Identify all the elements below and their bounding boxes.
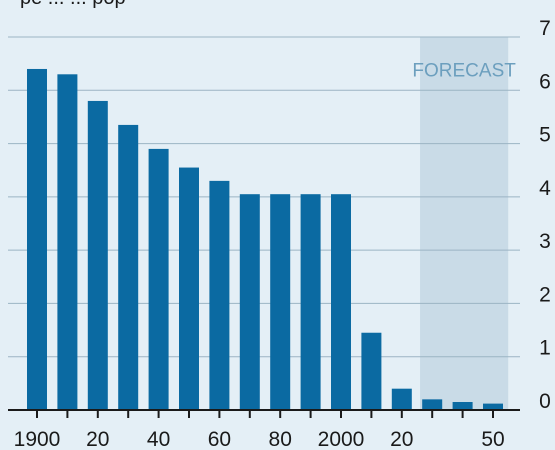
y-tick-label-3: 3: [539, 230, 551, 253]
bar-1940: [148, 148, 169, 410]
bar-2020: [391, 388, 412, 410]
bars: [27, 68, 503, 411]
bar-1900: [27, 68, 47, 410]
bar-1920: [87, 100, 108, 410]
x-tick-label-2020: 20: [390, 428, 413, 450]
forecast-band: [420, 37, 509, 410]
forecast-label: FORECAST: [412, 60, 516, 81]
bar-2030: [422, 399, 443, 410]
y-tick-label-6: 6: [539, 70, 551, 93]
bar-1990: [300, 194, 321, 410]
y-tick-label-0: 0: [539, 390, 551, 413]
bar-2040: [452, 402, 473, 410]
bar-1950: [179, 167, 199, 410]
y-tick-label-2: 2: [539, 283, 551, 306]
x-tick-label-1920: 20: [86, 428, 109, 450]
x-tick-label-1940: 40: [147, 428, 170, 450]
bar-2010: [361, 332, 382, 410]
bar-1930: [118, 124, 139, 411]
x-tick-label-1980: 80: [269, 428, 292, 450]
y-tick-label-4: 4: [539, 177, 551, 200]
x-tick-label-2000: 2000: [318, 428, 365, 450]
bar-1960: [209, 180, 230, 410]
x-tick-label-1960: 60: [208, 428, 231, 450]
y-tick-label-1: 1: [539, 337, 551, 360]
bar-2000: [331, 194, 351, 410]
y-axis-tick-labels: 0 1 2 3 4 5 6 7: [539, 17, 551, 413]
x-axis-ticks: 1900 20 40 60 80 2000 20 50: [14, 410, 505, 450]
bar-1980: [270, 194, 291, 410]
bar-2050: [483, 403, 503, 410]
bar-1970: [239, 194, 260, 410]
y-tick-label-5: 5: [539, 124, 551, 147]
x-tick-label-1900: 1900: [14, 428, 61, 450]
bar-1910: [57, 74, 78, 411]
chart-top-text: pe ... ... pop: [20, 0, 126, 9]
x-tick-label-2050: 50: [481, 428, 504, 450]
y-tick-label-7: 7: [539, 17, 551, 40]
